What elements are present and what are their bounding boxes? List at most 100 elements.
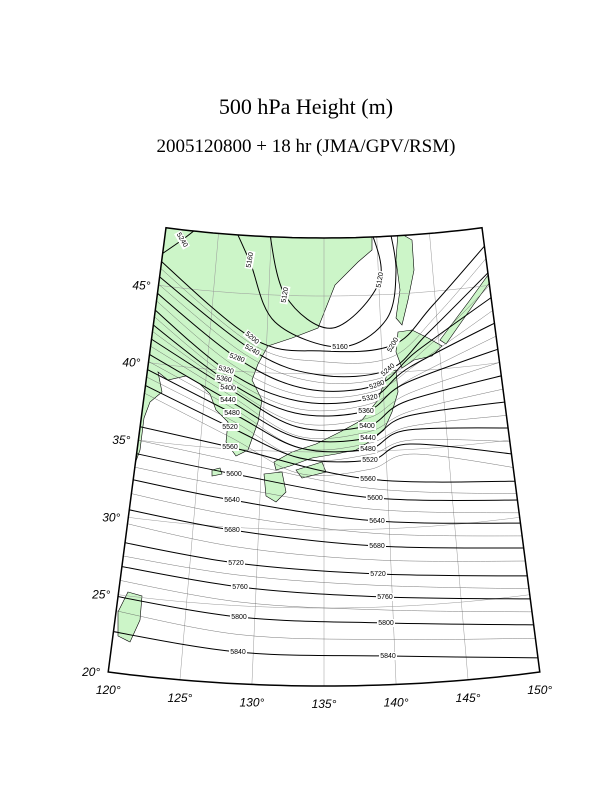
contour-line [141,297,509,405]
contour-line [111,505,540,549]
contour-line [119,449,535,502]
contour-label: 5800 [378,620,394,627]
contour-label-bg [377,619,395,627]
contour-label-bg [361,456,379,464]
contour-label: 5440 [360,435,376,442]
contour-label: 5120 [281,287,291,304]
tick-labels: 120° 125° 130° 135° 140° 145° 150° 20° 25° 30° 35°… [81,278,552,711]
contour-label-bg [366,494,384,502]
contour-label-bg [357,407,375,415]
contour-label-bg [368,542,386,550]
contour-label-bg [227,351,247,365]
contour-label-bg [231,583,249,591]
contour-label: 5760 [232,584,248,591]
contour-label: 5360 [358,408,374,415]
contour-line [108,562,540,600]
contour-line [143,281,505,392]
lon-label: 130° [239,695,264,709]
contour-label: 5720 [228,560,244,567]
contour-label: 5640 [224,497,240,504]
contour-label: 5800 [231,614,247,621]
contour-label-bg [219,396,237,404]
contour-label-bg [379,652,397,660]
contour-label-bg [368,517,386,525]
minor-contour [144,289,505,398]
contour-label: 5760 [377,594,393,601]
contour-label: 5680 [224,527,240,534]
minor-contour [108,552,540,590]
contour-label: 5600 [226,471,242,478]
contour-label-bg [367,378,387,392]
lon-label: 120° [96,683,121,697]
contour-line [137,329,517,432]
lat-label: 30° [102,510,120,524]
lon-label: 135° [312,697,337,711]
lon-label: 145° [456,691,481,705]
minor-contour [139,321,513,426]
contour-label-bg [359,445,377,453]
contour-label: 5320 [362,394,379,404]
contour-label: 5520 [222,424,238,431]
contour-label-bg [223,496,241,504]
minor-contour [119,463,535,514]
contour-line [132,361,525,453]
minor-contour [146,273,501,384]
contour-label-bg [230,613,248,621]
contour-line [130,377,529,463]
contour-label-bg [218,383,238,393]
minor-contour [137,337,517,439]
contour-label-bg [378,361,398,379]
contour-label-bg [279,285,291,305]
minor-contour [141,305,509,412]
meridian [251,236,272,685]
title: 500 hPa Height (m) [219,94,393,119]
contour-label-bg [358,422,376,430]
contour-label-bg [223,409,241,417]
contour-label-bg [242,342,262,358]
contour-label: 5320 [217,365,234,376]
contour-line [134,345,521,443]
contour-label: 5720 [370,571,386,578]
map-frame [107,226,541,687]
contour-label: 5480 [360,446,376,453]
contour-label-bg [229,648,247,656]
map-area: 5240516051205120516052005240528053205360… [108,227,540,686]
contour-label: 5280 [228,352,245,364]
contours: 5240516051205120516052005240528053205360… [108,227,540,660]
jeju [211,467,223,477]
subtitle: 2005120800 + 18 hr (JMA/GPV/RSM) [157,136,456,157]
contour-line [115,475,539,524]
contour-label-bg [376,593,394,601]
contour-label-bg [242,329,262,347]
contour-label-bg [214,373,234,385]
contour-line [108,538,540,577]
contour-line [108,592,540,626]
sakhalin [395,231,415,326]
lon-label: 125° [168,691,193,705]
lat-label: 45° [132,278,150,292]
lat-label: 40° [122,356,140,370]
contour-label: 5120 [376,272,386,289]
contour-label: 5280 [369,379,386,391]
minor-contour [148,245,497,364]
contour-label: 5160 [246,252,256,269]
contour-line [148,231,497,353]
contour-label: 5560 [360,476,376,483]
lat-label: 20° [81,665,100,679]
contour-label-bg [369,570,387,578]
contour-line [123,422,533,483]
parallel [128,517,520,531]
contour-line [267,227,382,329]
contour-label-bg [244,250,256,270]
contour-label: 5400 [220,384,236,392]
kyushu [263,471,287,503]
contour-label-bg [227,559,245,567]
contour-label: 5160 [332,344,348,351]
contour-label: 5360 [216,375,233,385]
contour-label-bg [216,363,236,377]
minor-contour [111,519,540,562]
contour-label: 5520 [362,457,378,464]
contour-label: 5840 [380,653,396,660]
contour-label-bg [221,423,239,431]
contour-label: 5560 [222,444,238,451]
